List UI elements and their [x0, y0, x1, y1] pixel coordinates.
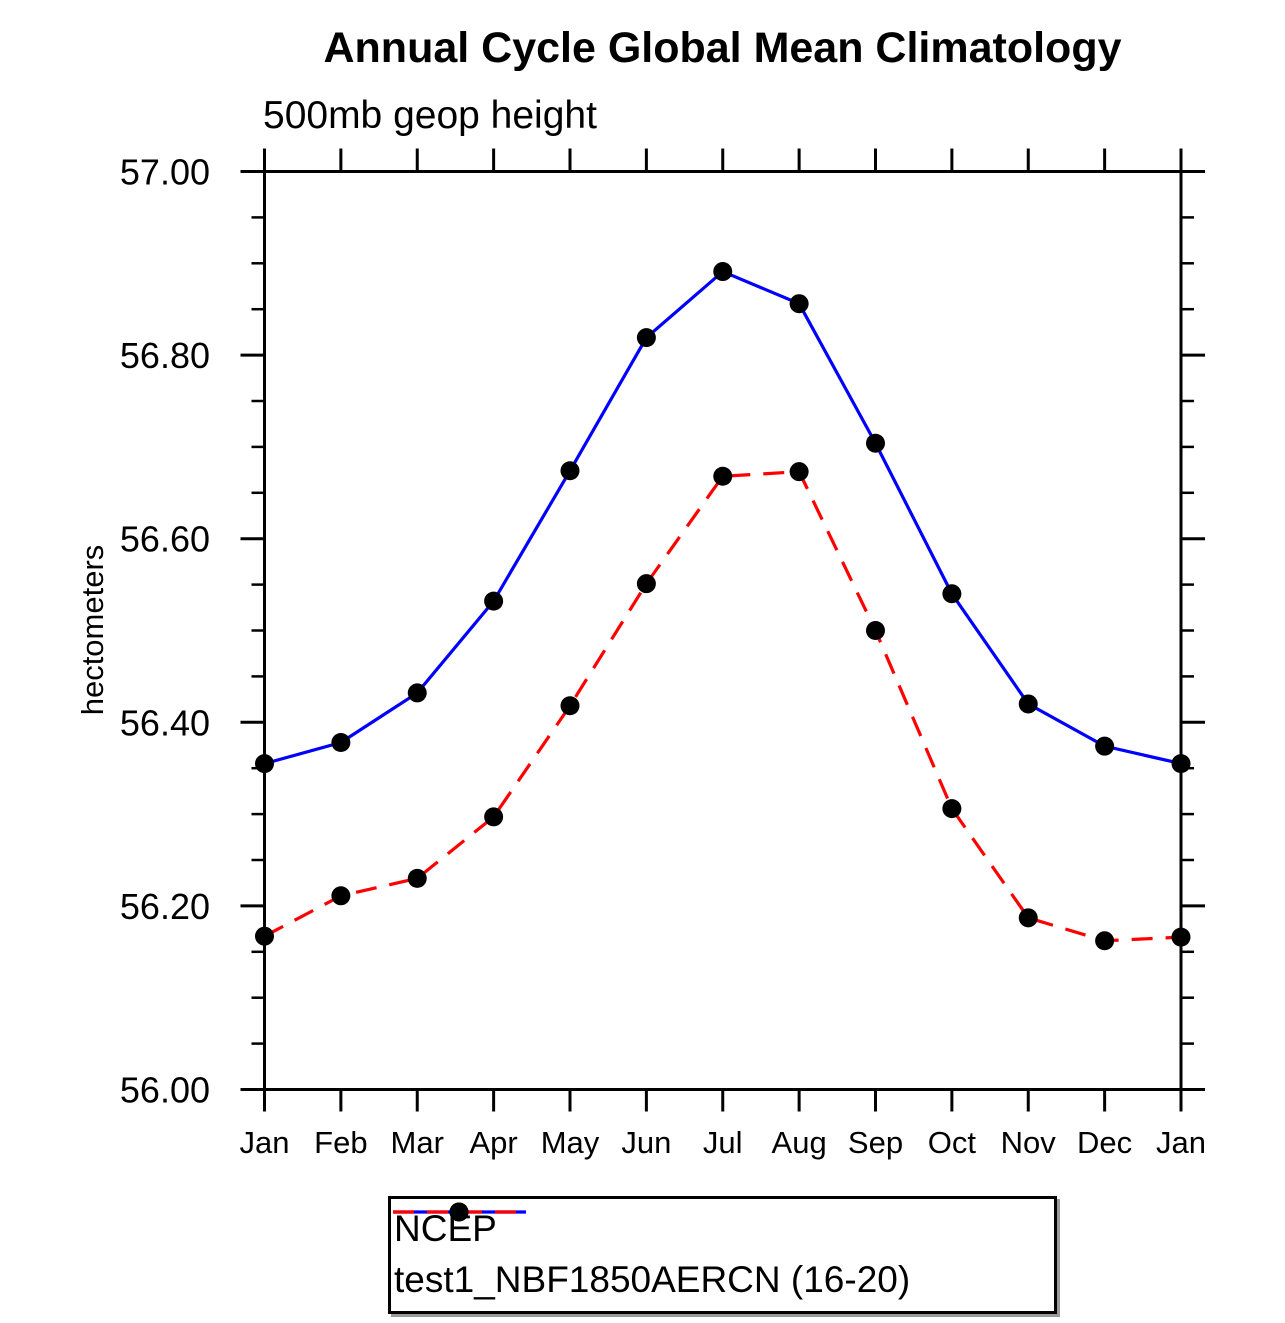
x-tick-label: May	[541, 1125, 600, 1160]
x-tick-label: Nov	[1001, 1125, 1057, 1160]
x-tick-label: Jul	[703, 1125, 743, 1160]
data-point-marker	[1018, 908, 1038, 928]
data-point-marker	[484, 591, 504, 611]
x-tick-label: Apr	[470, 1125, 518, 1160]
legend-line-sample	[393, 1202, 526, 1222]
data-point-marker	[866, 621, 885, 640]
data-point-marker	[407, 868, 427, 888]
data-point-marker	[713, 466, 733, 486]
data-point-marker	[942, 799, 962, 819]
data-point-marker	[484, 807, 504, 827]
plot-frame	[263, 170, 1183, 1091]
data-point-marker	[789, 462, 809, 482]
y-tick-label: 57.00	[120, 152, 210, 193]
x-tick-label: Feb	[314, 1125, 367, 1160]
x-tick-label: Jun	[621, 1125, 671, 1160]
data-point-marker	[1095, 931, 1115, 951]
y-axis-label: hectometers	[75, 544, 110, 716]
data-point-marker	[942, 584, 962, 604]
data-point-marker	[1171, 754, 1191, 774]
legend-item-test1-nbf1850aercn-16-20-: test1_NBF1850AERCN (16-20)	[391, 1202, 1054, 1301]
x-tick-label: Mar	[391, 1125, 444, 1160]
data-point-marker	[1171, 927, 1191, 947]
data-point-marker	[1095, 736, 1115, 756]
y-tick-label: 56.00	[120, 1070, 210, 1111]
data-point-marker	[636, 328, 656, 348]
x-tick-label: Aug	[772, 1125, 827, 1160]
data-point-marker	[331, 732, 351, 752]
data-point-marker	[407, 683, 427, 703]
y-tick-label: 56.20	[120, 886, 210, 927]
chart-subtitle: 500mb geop height	[263, 94, 597, 137]
data-point-marker	[1018, 694, 1038, 714]
data-point-marker	[255, 926, 274, 946]
legend-marker	[449, 1202, 469, 1222]
legend-label: NCEP	[394, 1208, 497, 1250]
data-point-marker	[331, 886, 351, 906]
y-tick-label: 56.60	[120, 519, 210, 560]
x-tick-label: Sep	[848, 1125, 903, 1160]
chart-title: Annual Cycle Global Mean Climatology	[323, 24, 1122, 72]
legend: NCEP test1_NBF1850AERCN (16-20)	[388, 1196, 1057, 1314]
x-tick-label: Dec	[1077, 1125, 1132, 1160]
series-line-test1-nbf1850aercn-16-20-	[263, 470, 1182, 943]
x-tick-label: Jan	[240, 1125, 290, 1160]
series-line-ncep	[264, 269, 1182, 766]
data-point-marker	[560, 696, 580, 716]
data-point-marker	[560, 461, 580, 481]
data-point-marker	[636, 574, 656, 594]
data-point-marker	[866, 433, 885, 453]
legend-label: test1_NBF1850AERCN (16-20)	[394, 1259, 911, 1300]
x-tick-label: Jan	[1156, 1125, 1206, 1160]
data-point-marker	[713, 262, 733, 282]
x-tick-label: Oct	[928, 1125, 977, 1160]
data-point-marker	[789, 294, 809, 314]
data-point-marker	[255, 754, 274, 774]
y-tick-label: 56.40	[120, 702, 210, 743]
y-tick-label: 56.80	[120, 335, 210, 376]
